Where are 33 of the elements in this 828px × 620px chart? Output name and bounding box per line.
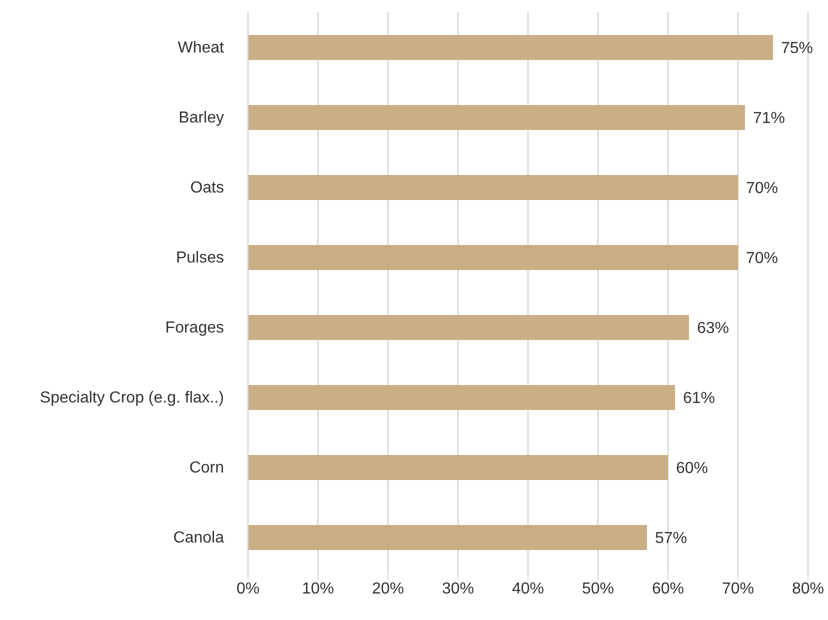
y-tick-label: Corn: [189, 460, 224, 477]
data-label: 75%: [781, 40, 814, 58]
bar: [248, 105, 745, 130]
x-tick-label: 20%: [372, 580, 404, 598]
data-label: 60%: [676, 460, 708, 478]
bar: [248, 245, 738, 270]
x-tick-label: 60%: [652, 580, 684, 598]
y-tick-label: Wheat: [178, 40, 225, 57]
x-tick-label: 80%: [792, 580, 824, 598]
data-label: 61%: [683, 390, 716, 408]
bar: [248, 525, 647, 550]
y-tick-label: Canola: [173, 530, 224, 547]
bar: [248, 315, 689, 340]
data-label: 71%: [753, 110, 786, 128]
bar: [248, 175, 738, 200]
data-label: 57%: [655, 530, 688, 548]
y-tick-label: Barley: [178, 110, 224, 127]
y-tick-label: Forages: [165, 320, 224, 337]
bar: [248, 35, 773, 60]
data-label: 70%: [746, 180, 778, 198]
x-tick-label: 70%: [722, 580, 754, 598]
x-tick-label: 40%: [512, 580, 544, 598]
bar: [248, 455, 668, 480]
x-tick-label: 50%: [582, 580, 614, 598]
data-label: 63%: [697, 320, 730, 338]
y-tick-label: Pulses: [176, 250, 224, 267]
y-tick-label: Oats: [190, 180, 224, 197]
x-tick-label: 10%: [302, 580, 334, 598]
y-tick-label: Specialty Crop (e.g. flax..): [40, 390, 224, 407]
x-tick-label: 30%: [442, 580, 474, 598]
x-tick-label: 0%: [236, 580, 260, 598]
bar: [248, 385, 675, 410]
data-label: 70%: [746, 250, 778, 268]
